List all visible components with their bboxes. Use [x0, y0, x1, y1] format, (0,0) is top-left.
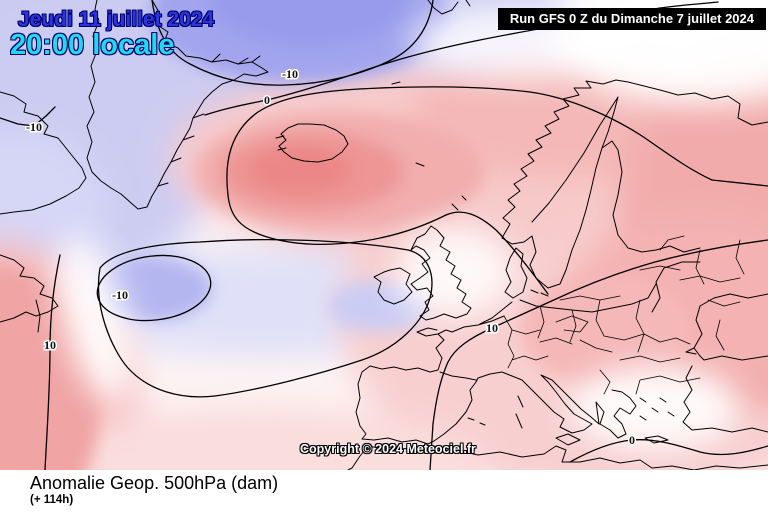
- contour-label: 10: [44, 338, 56, 352]
- coastline-norway: [501, 79, 768, 239]
- field-core-blobs: [0, 0, 690, 470]
- model-run-banner: Run GFS 0 Z du Dimanche 7 juillet 2024: [497, 8, 766, 30]
- contour-labels: -10 0 -10 -10 10 10 0: [25, 66, 637, 449]
- coastline-iceland: [275, 123, 349, 163]
- coastline-greenland-fjords: [157, 53, 261, 187]
- coastline-labrador: [0, 254, 59, 333]
- coastline-northsea: [451, 301, 513, 333]
- coastline-italy-balkans: [467, 374, 600, 446]
- coastline-sweden-finland: [501, 96, 701, 313]
- coastline-greenland: [86, 0, 269, 210]
- coastline-denmark: [504, 247, 549, 299]
- contour-label: 0: [264, 93, 270, 107]
- coastline-ireland: [373, 267, 413, 305]
- copyright-label: Copyright © 2024 Meteociel.fr: [300, 442, 476, 456]
- contour-label: -10: [112, 288, 128, 302]
- coastline-baffin: [0, 91, 87, 215]
- footer-bar: Anomalie Geop. 500hPa (dam) (+ 114h) -44…: [0, 470, 768, 512]
- coastline-france-iberia: [355, 327, 513, 445]
- valid-date-label: Jeudi 11 juillet 2024: [18, 8, 215, 31]
- borders-europe: [503, 235, 745, 395]
- coastline-greece: [595, 389, 675, 444]
- contour-label: 10: [486, 321, 498, 335]
- coastline-svalbard: [391, 0, 471, 211]
- coastline-turkey-blacksea: [682, 293, 768, 433]
- coastline-north-africa: [347, 445, 768, 470]
- valid-time-label: 20:00 locale: [10, 29, 175, 61]
- map-title: Anomalie Geop. 500hPa (dam): [30, 473, 279, 493]
- contour-label: 0: [629, 433, 635, 447]
- coastline-britain: [410, 225, 472, 321]
- forecast-hour-label: (+ 114h): [30, 494, 74, 506]
- anomaly-map: -10 0 -10 -10 10 10 0: [0, 0, 768, 470]
- contour-label: -10: [26, 120, 42, 134]
- map-canvas: -10 0 -10 -10 10 10 0: [0, 0, 768, 470]
- contour-label: -10: [282, 67, 298, 81]
